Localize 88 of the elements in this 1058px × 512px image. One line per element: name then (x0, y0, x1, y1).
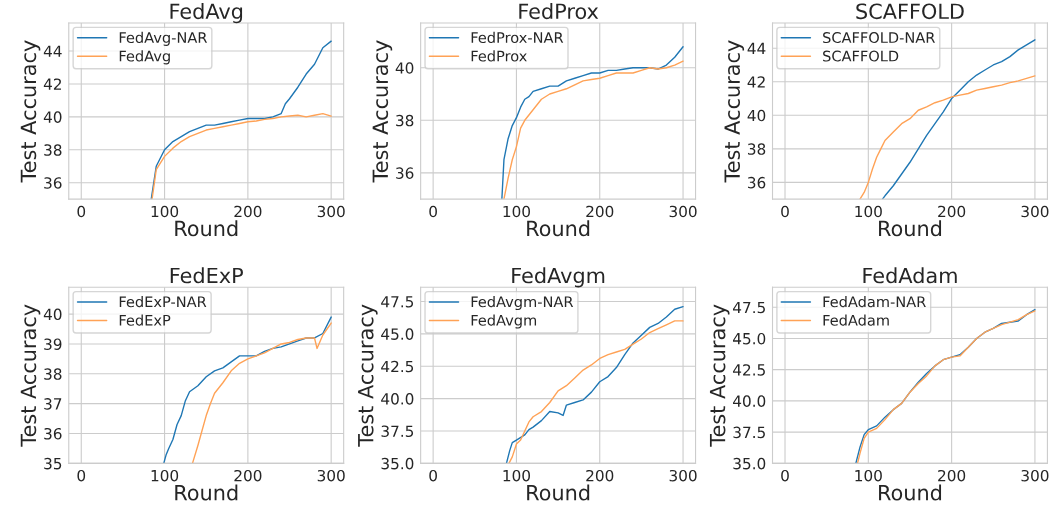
chart-title: SCAFFOLD (856, 3, 964, 20)
y-tick-label: 37.5 (381, 425, 414, 438)
x-tick-label: 100 (855, 469, 882, 482)
legend-label: SCAFFOLD (823, 50, 899, 62)
x-tick-label: 0 (429, 469, 437, 482)
line-series (191, 322, 332, 464)
y-tick-label: 42.5 (733, 364, 765, 376)
y-tick-label: 37.5 (733, 426, 765, 439)
y-tick-label: 40 (43, 308, 62, 321)
y-tick-label: 39 (44, 338, 62, 350)
x-tick-label: 300 (317, 469, 345, 482)
legend-label: FedAdam (823, 314, 889, 326)
chart-title: FedAvg (170, 3, 243, 24)
legend-label: FedAdam-NAR (823, 295, 926, 308)
chart-title: FedAvgm (512, 267, 605, 288)
x-tick-label: 300 (669, 205, 697, 218)
y-tick-label: 36 (44, 177, 62, 189)
x-axis-title: Round (527, 484, 590, 501)
y-tick-label: 36 (747, 176, 766, 189)
x-tick-label: 0 (781, 205, 789, 218)
legend-label: FedProx (471, 50, 527, 62)
y-tick-label: 42 (747, 76, 765, 88)
x-tick-label: 100 (855, 205, 882, 218)
y-tick-label: 47.5 (381, 296, 414, 308)
x-axis-title: Round (879, 484, 942, 501)
y-tick-label: 42 (43, 78, 61, 90)
y-tick-label: 40 (43, 111, 62, 123)
x-tick-label: 0 (77, 205, 86, 218)
y-tick-label: 40.0 (733, 395, 766, 407)
y-tick-label: 38 (396, 114, 414, 127)
y-axis-title: Test Accuracy (372, 40, 393, 183)
legend-label: FedProx-NAR (471, 31, 564, 44)
y-tick-label: 45.0 (733, 332, 766, 345)
x-tick-label: 200 (234, 469, 262, 482)
legend-label: FedExP (119, 314, 171, 326)
y-tick-label: 37 (44, 398, 62, 410)
y-tick-label: 38 (747, 143, 766, 155)
y-tick-label: 42.5 (381, 360, 414, 373)
legend-label: FedAvg (119, 50, 170, 65)
y-tick-label: 36 (396, 167, 414, 179)
y-tick-label: 35.0 (381, 457, 414, 470)
x-axis-title: Round (527, 220, 590, 237)
x-tick-label: 300 (317, 205, 345, 218)
x-tick-label: 100 (151, 205, 179, 218)
x-tick-label: 300 (1021, 205, 1049, 218)
y-tick-label: 38 (44, 144, 62, 156)
x-tick-label: 0 (429, 205, 437, 218)
y-axis-title: Test Accuracy (358, 304, 378, 447)
line-series (151, 112, 332, 200)
y-tick-label: 47.5 (733, 301, 765, 314)
y-tick-label: 38 (44, 368, 62, 380)
x-tick-label: 0 (781, 469, 789, 482)
y-axis-title: Test Accuracy (724, 40, 745, 183)
y-tick-label: 40 (395, 62, 414, 74)
x-tick-label: 300 (669, 469, 697, 482)
x-tick-label: 200 (586, 469, 614, 482)
y-tick-label: 44 (747, 42, 766, 55)
legend-label: FedAvgm-NAR (471, 295, 574, 311)
x-tick-label: 200 (586, 205, 614, 218)
chart-title: FedProx (519, 3, 599, 20)
y-tick-label: 35 (44, 457, 62, 470)
y-tick-label: 35.0 (733, 457, 766, 470)
y-tick-label: 40 (747, 109, 766, 122)
x-axis-title: Round (879, 220, 942, 237)
x-tick-label: 200 (234, 205, 262, 218)
y-tick-label: 36 (44, 427, 62, 440)
y-axis-title: Test Accuracy (20, 304, 41, 447)
y-axis-title: Test Accuracy (709, 304, 730, 447)
y-tick-label: 40.0 (381, 393, 414, 405)
legend-label: FedExP-NAR (119, 295, 207, 308)
x-tick-label: 300 (1021, 469, 1049, 482)
x-tick-label: 100 (503, 469, 531, 482)
line-series (859, 75, 1036, 200)
legend-label: SCAFFOLD-NAR (823, 32, 935, 44)
chart-title: FedAdam (863, 267, 957, 284)
y-tick-label: 45.0 (381, 328, 414, 340)
x-tick-label: 200 (938, 469, 966, 482)
legend-label: FedAvgm (471, 314, 537, 329)
chart-title: FedExP (170, 267, 243, 284)
x-axis-title: Round (175, 220, 238, 237)
y-tick-label: 44 (43, 45, 62, 57)
y-axis-title: Test Accuracy (20, 40, 41, 183)
x-tick-label: 100 (151, 469, 179, 482)
legend-label: FedAvg-NAR (119, 31, 208, 46)
x-tick-label: 0 (77, 469, 86, 482)
x-axis-title: Round (175, 484, 238, 501)
x-tick-label: 200 (938, 205, 966, 218)
x-tick-label: 100 (503, 205, 531, 218)
